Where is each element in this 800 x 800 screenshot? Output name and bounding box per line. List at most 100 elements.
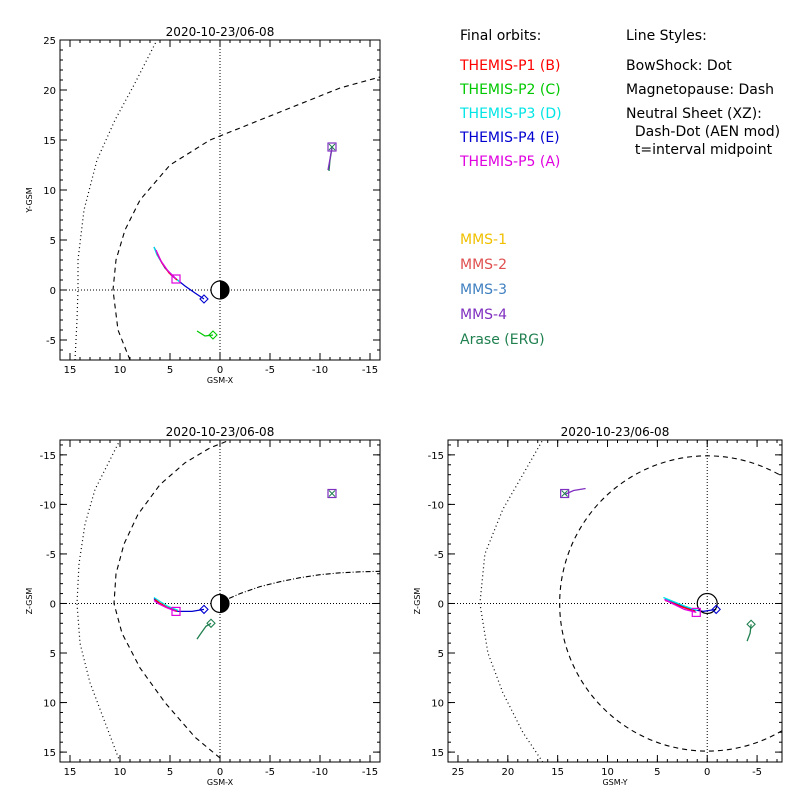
x-tick-label: 0 — [217, 767, 223, 778]
x-axis-label: GSM-X — [207, 376, 234, 385]
diamond-marker — [711, 604, 721, 615]
cross-marker — [561, 490, 569, 497]
bowshock-line — [479, 440, 544, 762]
x-tick-label: 15 — [64, 365, 77, 376]
y-axis-label: Z-GSM — [413, 588, 422, 615]
plot-panel-1: 15 10 5 0 -5 -10 -15 -5 0 5 10 15 20 25 2020-10-23/06-… — [25, 25, 381, 385]
square-marker — [171, 606, 181, 617]
orbit-track — [564, 487, 586, 496]
x-tick-label: -5 — [752, 767, 762, 778]
legend-orbits-title: Final orbits: — [460, 28, 542, 44]
x-tick-label: -5 — [265, 767, 275, 778]
bowshock-line — [74, 40, 158, 360]
x-tick-label: -5 — [265, 365, 275, 376]
legend-mms2: MMS-2 — [460, 257, 508, 273]
x-axis-label: GSM-Y — [602, 778, 627, 787]
legend-probe-p2: THEMIS-P2 (C) — [460, 82, 561, 98]
x-tick-label: 5 — [167, 767, 173, 778]
legend-style-magnetopause: Magnetopause: Dash — [626, 82, 775, 98]
y-tick-label: 10 — [43, 186, 56, 197]
x-tick-label: 10 — [114, 365, 127, 376]
earth-circle — [696, 592, 718, 615]
y-axis-label: Y-GSM — [25, 187, 34, 213]
plot-title: 2020-10-23/06-08 — [561, 425, 670, 439]
orbit-track — [153, 599, 177, 613]
legend-mms4: MMS-4 — [460, 307, 508, 323]
x-tick-label: 5 — [654, 767, 660, 778]
legend-style-dashdot: Dash-Dot (AEN mod) — [626, 124, 781, 140]
y-tick-label: 10 — [43, 699, 56, 710]
legend-arase: Arase (ERG) — [460, 332, 545, 348]
square-marker — [171, 274, 181, 284]
cross-marker — [328, 143, 336, 151]
magnetopause-line — [113, 440, 231, 759]
orbit-track — [153, 246, 205, 300]
y-axis-label: Z-GSM — [25, 588, 34, 615]
earth-night-side — [220, 594, 229, 613]
y-tick-label: 15 — [43, 748, 56, 759]
square-marker — [327, 488, 337, 499]
orbit-track — [663, 596, 698, 612]
x-tick-label: 25 — [452, 767, 465, 778]
bowshock-line — [76, 440, 121, 762]
plot-area — [448, 440, 782, 762]
legend-style-midpoint: t=interval midpoint — [626, 142, 773, 158]
legend-styles-title: Line Styles: — [626, 28, 707, 44]
plot-frame — [447, 439, 783, 763]
y-tick-label: 10 — [431, 699, 444, 710]
x-tick-label: -15 — [362, 767, 378, 778]
y-tick-label: 0 — [50, 599, 56, 610]
legend-style-bowshock: BowShock: Dot — [626, 58, 732, 74]
x-tick-label: -15 — [362, 365, 378, 376]
diamond-marker — [208, 330, 218, 340]
orbit-track — [153, 246, 181, 283]
y-tick-label: 25 — [43, 36, 56, 47]
orbit-track — [156, 252, 178, 281]
orbit-track — [196, 330, 214, 337]
x-tick-label: 5 — [167, 365, 173, 376]
legend-mms1: MMS-1 — [460, 232, 508, 248]
y-tick-label: -5 — [46, 550, 56, 561]
y-tick-label: 5 — [50, 649, 56, 660]
x-tick-label: 10 — [114, 767, 127, 778]
diamond-marker — [206, 618, 216, 629]
x-tick-label: 15 — [64, 767, 77, 778]
x-tick-label: 10 — [601, 767, 614, 778]
plot-title: 2020-10-23/06-08 — [166, 425, 275, 439]
x-tick-label: 15 — [551, 767, 564, 778]
y-tick-label: 15 — [431, 748, 444, 759]
x-axis-label: GSM-X — [207, 778, 234, 787]
orbit-track — [153, 596, 179, 612]
plot-area — [60, 440, 380, 762]
x-tick-label: 0 — [704, 767, 710, 778]
cross-marker — [328, 490, 336, 497]
y-tick-label: -5 — [434, 550, 444, 561]
square-marker — [691, 607, 701, 617]
y-tick-label: -5 — [46, 336, 56, 347]
plot-title: 2020-10-23/06-08 — [166, 25, 275, 39]
y-tick-label: 5 — [50, 236, 56, 247]
y-tick-label: 5 — [438, 649, 444, 660]
y-tick-label: 0 — [438, 599, 444, 610]
magnetopause-line — [112, 76, 380, 360]
x-tick-label: 0 — [217, 365, 223, 376]
x-tick-label: 20 — [501, 767, 514, 778]
y-tick-label: 15 — [43, 136, 56, 147]
y-tick-label: -15 — [40, 451, 56, 462]
plot-panel-2: 15 10 5 0 -5 -10 -15 -15 -10 -5 0 5 10 15 2020-10-23/0… — [25, 425, 381, 787]
legend-mms3: MMS-3 — [460, 282, 508, 298]
square-marker — [560, 488, 570, 499]
neutral-sheet-line — [219, 570, 380, 604]
magnetopause-line — [559, 455, 782, 752]
diamond-marker — [746, 619, 756, 630]
orbit-track — [664, 598, 697, 614]
y-tick-label: -10 — [428, 500, 444, 511]
diamond-marker — [199, 294, 209, 304]
y-tick-label: 0 — [50, 286, 56, 297]
x-tick-label: -10 — [312, 365, 328, 376]
diamond-marker — [199, 604, 209, 615]
y-tick-label: -10 — [40, 500, 56, 511]
earth-night-side — [220, 281, 229, 299]
y-tick-label: -15 — [428, 451, 444, 462]
